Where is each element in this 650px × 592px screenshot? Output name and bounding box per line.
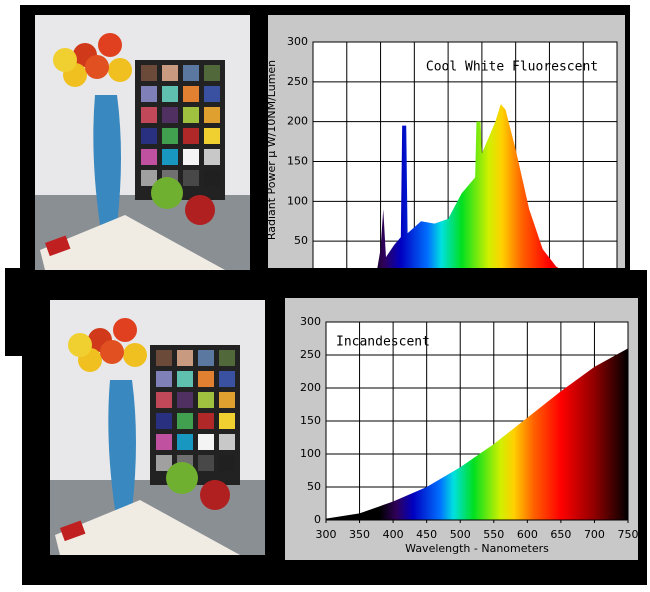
y-tick-label: 100 — [287, 194, 308, 207]
checker-patch — [219, 392, 235, 408]
y-tick-label: 200 — [300, 381, 321, 394]
x-axis-label: Wavelength - Nanometers — [405, 542, 549, 555]
checker-patch — [141, 128, 157, 144]
x-tick-label: 550 — [483, 528, 504, 541]
x-tick-label: 700 — [584, 528, 605, 541]
flower — [85, 55, 109, 79]
y-tick-label: 150 — [300, 414, 321, 427]
checker-patch — [204, 170, 220, 186]
checker-patch — [162, 149, 178, 165]
y-tick-label: 250 — [300, 348, 321, 361]
flower — [98, 33, 122, 57]
checker-patch — [204, 107, 220, 123]
checker-patch — [183, 65, 199, 81]
x-tick-label: 450 — [416, 528, 437, 541]
x-tick-label: 600 — [517, 528, 538, 541]
checker-patch — [156, 371, 172, 387]
y-tick-label: 250 — [287, 75, 308, 88]
chart-title: Incandescent — [336, 335, 430, 350]
flower — [100, 340, 124, 364]
checker-patch — [204, 128, 220, 144]
checker-patch — [141, 65, 157, 81]
photo — [50, 300, 265, 555]
checker-patch — [162, 128, 178, 144]
checker-patch — [156, 350, 172, 366]
x-tick-label: 750 — [618, 528, 639, 541]
apple — [166, 462, 198, 494]
flower — [53, 48, 77, 72]
checker-patch — [198, 350, 214, 366]
checker-patch — [219, 413, 235, 429]
checker-patch — [219, 434, 235, 450]
checker-patch — [198, 392, 214, 408]
y-tick-label: 50 — [307, 480, 321, 493]
y-tick-label: 0 — [314, 513, 321, 526]
page: 50100150200250300Cool White FluorescentR… — [0, 0, 650, 588]
checker-patch — [162, 65, 178, 81]
flower — [68, 333, 92, 357]
checker-patch — [198, 455, 214, 471]
checker-patch — [177, 392, 193, 408]
checker-patch — [198, 413, 214, 429]
checker-patch — [177, 371, 193, 387]
apple — [200, 480, 230, 510]
checker-patch — [183, 107, 199, 123]
checker-patch — [177, 350, 193, 366]
vase — [93, 95, 121, 225]
checker-patch — [219, 371, 235, 387]
checker-patch — [198, 434, 214, 450]
x-tick-label: 650 — [550, 528, 571, 541]
checker-patch — [219, 350, 235, 366]
flower — [123, 343, 147, 367]
checker-patch — [177, 413, 193, 429]
checker-patch — [162, 107, 178, 123]
flower — [113, 318, 137, 342]
vase — [108, 380, 136, 510]
checker-patch — [156, 434, 172, 450]
x-tick-label: 350 — [349, 528, 370, 541]
x-tick-label: 300 — [316, 528, 337, 541]
checker-patch — [204, 86, 220, 102]
checker-patch — [183, 170, 199, 186]
y-tick-label: 100 — [300, 447, 321, 460]
y-tick-label: 50 — [294, 234, 308, 247]
checker-patch — [198, 371, 214, 387]
y-tick-label: 150 — [287, 155, 308, 168]
y-tick-label: 300 — [287, 35, 308, 48]
x-tick-label: 400 — [383, 528, 404, 541]
chart: 0 50 100 150 200 250 300 300 350 400 450 500 550 600 6… — [300, 315, 639, 555]
checker-patch — [219, 455, 235, 471]
checker-patch — [204, 149, 220, 165]
checker-patch — [183, 86, 199, 102]
checker-patch — [141, 149, 157, 165]
x-tick-label: 500 — [450, 528, 471, 541]
apple — [185, 195, 215, 225]
flower — [108, 58, 132, 82]
checker-patch — [183, 149, 199, 165]
photo — [35, 15, 250, 270]
checker-patch — [204, 65, 220, 81]
checker-patch — [156, 413, 172, 429]
checker-patch — [141, 107, 157, 123]
checker-patch — [177, 434, 193, 450]
checker-patch — [162, 86, 178, 102]
checker-patch — [141, 86, 157, 102]
apple — [151, 177, 183, 209]
checker-patch — [156, 392, 172, 408]
y-tick-label: 200 — [287, 115, 308, 128]
checker-patch — [183, 128, 199, 144]
chart-title: Cool White Fluorescent — [426, 60, 598, 75]
y-tick-label: 300 — [300, 315, 321, 328]
